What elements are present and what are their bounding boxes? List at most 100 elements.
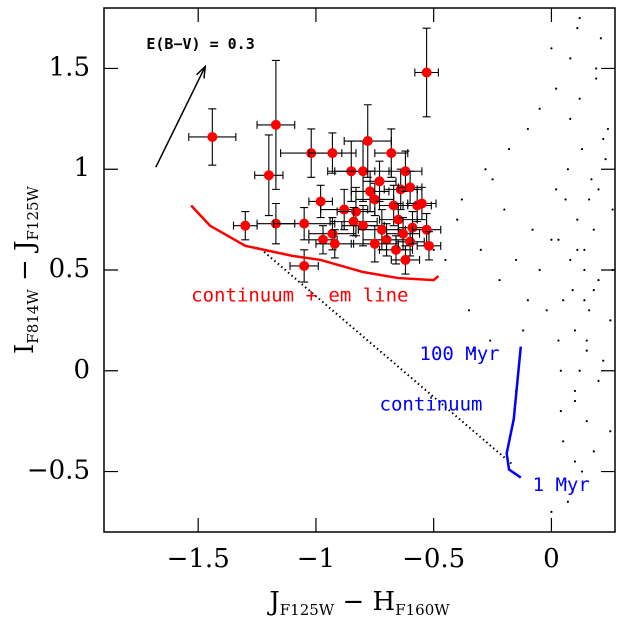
data-point [514,258,518,262]
data-point [566,168,570,171]
label-subscript: F814W [24,289,42,344]
data-point [585,349,588,352]
data-point [421,67,432,78]
data-point [386,148,397,159]
data-point [381,234,392,245]
annotation: continuum [380,394,483,416]
data-point [526,299,529,302]
data-point [432,248,435,251]
data-point [395,184,406,195]
data-point [369,238,380,249]
data-point [557,339,560,342]
label-subscript: F160W [395,601,450,619]
data-point [348,216,359,227]
data-point [522,329,525,332]
data-point [472,349,475,352]
x-tick-label: −1.5 [167,544,230,574]
y-tick-label: −0.5 [27,456,90,486]
arrow-label: E(B−V) = 0.3 [146,35,254,53]
data-point [573,389,577,393]
data-point [393,214,404,225]
data-point [327,148,338,159]
data-point [578,97,581,100]
data-point [362,136,373,147]
data-point [573,460,577,463]
data-point [374,176,385,187]
data-point [555,87,558,90]
data-point [318,234,328,245]
data-point [376,224,387,235]
data-point [329,238,340,249]
ylabel: IF814W − JF125W [10,185,42,354]
data-point [569,117,572,120]
data-point [587,198,591,201]
data-point [507,147,511,151]
y-tick-label: 1 [73,153,90,183]
data-point [595,67,598,70]
data-point [416,198,427,209]
data-point [576,27,579,30]
data-point [597,188,600,191]
data-point [599,37,602,40]
data-point [578,16,581,20]
data-point [578,369,581,372]
data-point [550,47,553,50]
data-point [398,228,409,239]
data-point [526,127,529,131]
data-point [606,127,610,131]
data-point [597,379,600,382]
data-point [602,137,605,141]
model-track [263,251,513,465]
data-point [564,480,567,483]
data-point [503,208,506,211]
annotation: 100 Myr [420,343,500,365]
data-point [467,309,471,312]
data-point [602,359,605,362]
data-point [484,168,487,171]
y-tick-label: 0 [73,355,90,385]
model-track [505,346,523,479]
data-point [550,238,553,241]
data-point [580,147,584,151]
data-point [479,248,482,251]
model-track [190,204,440,282]
data-point [315,196,326,207]
data-point [444,258,447,262]
data-point [587,309,591,312]
label-part: J [266,587,279,617]
data-point [562,299,565,302]
data-point [611,268,614,272]
data-point [240,220,251,231]
data-point [569,258,572,262]
data-point [358,220,369,231]
data-point [369,194,380,205]
data-point [391,244,401,255]
data-point [576,248,579,251]
x-tick-label: 0 [543,544,560,574]
data-point [569,57,572,60]
data-point [400,166,411,177]
data-point [585,420,588,423]
data-point [555,188,558,191]
data-point [583,268,586,272]
data-point [611,208,614,211]
label-part: − J [10,240,40,289]
data-point [571,289,574,292]
data-point [550,510,553,513]
y-tick-label: 0.5 [49,254,90,284]
data-point [559,369,562,372]
data-point [585,339,588,342]
data-point [573,399,577,403]
data-point [571,490,574,493]
data-point [498,278,501,282]
data-point [592,289,595,292]
x-tick-label: −0.5 [402,544,465,574]
data-point [583,299,586,302]
data-point [423,240,434,251]
data-point [339,204,350,215]
data-point [460,198,464,201]
data-point [604,158,607,161]
x-tick-label: −1 [297,544,335,574]
label-subscript: F125W [24,185,42,240]
